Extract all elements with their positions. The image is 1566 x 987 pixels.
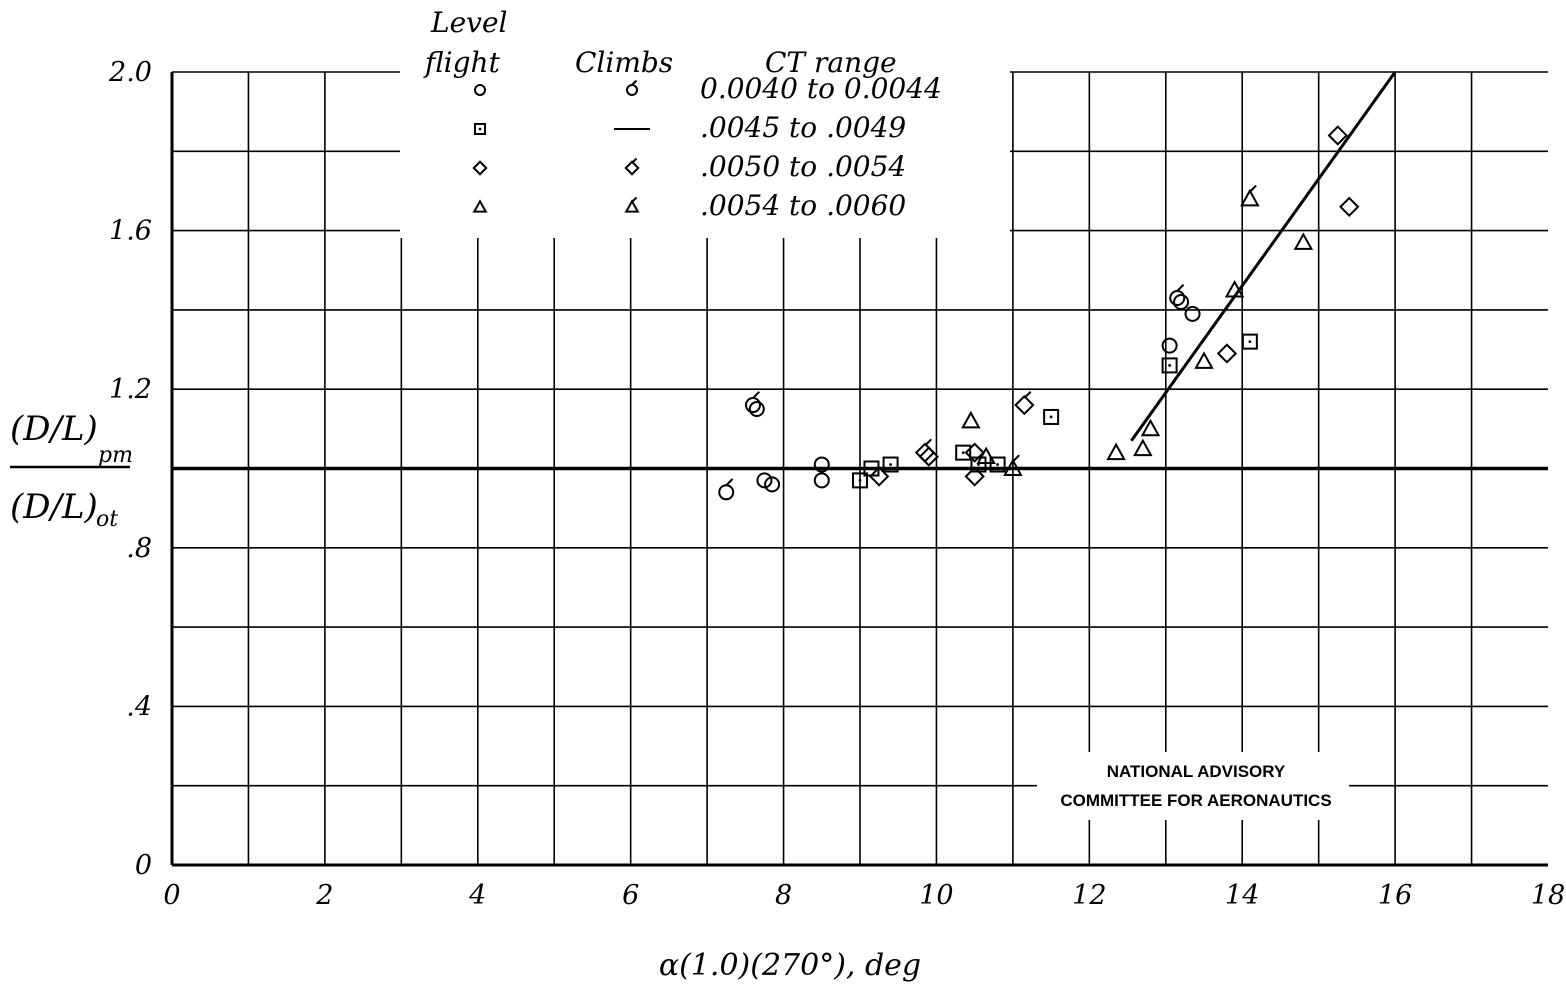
data-point — [918, 446, 939, 467]
legend-range-label: .0050 to .0054 — [700, 150, 906, 183]
x-tick-label: 14 — [1225, 880, 1259, 911]
nasa-annotation: NATIONAL ADVISORY COMMITTEE FOR AERONAUT… — [1037, 752, 1349, 820]
data-point — [964, 442, 985, 463]
legend-climb-symbol — [624, 157, 640, 176]
legend-climb-symbol — [624, 196, 640, 213]
legend-row: .0050 to .0054 — [472, 150, 906, 183]
data-point — [1339, 196, 1360, 217]
data-point — [882, 456, 899, 473]
data-point — [1327, 125, 1348, 146]
data-point — [1184, 305, 1201, 322]
data-point — [748, 401, 765, 418]
legend-climb-symbol — [626, 79, 638, 96]
data-point — [756, 472, 773, 489]
data-point — [813, 472, 830, 489]
legend-range-label: .0054 to .0060 — [700, 189, 906, 222]
legend-level-symbol — [474, 123, 486, 135]
x-tick-label: 12 — [1072, 880, 1106, 911]
data-point — [1043, 408, 1060, 425]
x-tick-label: 6 — [622, 880, 639, 911]
y-label-numerator: (D/L) — [10, 409, 98, 449]
data-point — [764, 476, 781, 493]
series-circle — [718, 283, 1201, 501]
data-point — [976, 446, 996, 465]
tick-labels: 0 2 4 6 8 10 12 14 16 18 0 .4 .8 1.2 1.6 2.0 — [108, 57, 1565, 911]
data-point — [1173, 293, 1190, 310]
y-axis-label: (D/L) pm (D/L) ot — [10, 409, 133, 532]
x-tick-label: 18 — [1531, 880, 1565, 911]
y-label-denominator-subscript: ot — [96, 507, 118, 532]
x-tick-label: 16 — [1378, 880, 1412, 911]
legend: Level Climbs CT range 0.0040 to 0.0044 .0… — [400, 6, 1010, 238]
data-point — [744, 391, 761, 414]
annotation-line-2: COMMITTEE FOR AERONAUTICS — [1060, 791, 1331, 810]
legend-level-symbol — [472, 160, 488, 176]
x-tick-label: 10 — [919, 880, 953, 911]
x-tick-label: 0 — [163, 880, 180, 911]
data-point — [989, 456, 1006, 473]
legend-header-level-line2: flight — [423, 46, 501, 79]
data-point — [1014, 391, 1035, 416]
data-point — [868, 466, 890, 487]
data-point — [1003, 454, 1023, 476]
data-point — [852, 472, 868, 489]
data-point — [1194, 351, 1214, 369]
data-point — [1293, 232, 1314, 250]
data-point — [1240, 184, 1260, 207]
legend-range-label: 0.0040 to 0.0044 — [700, 72, 942, 105]
data-point — [1241, 333, 1258, 350]
legend-row: 0.0040 to 0.0044 — [474, 72, 942, 105]
data-point — [1216, 343, 1238, 364]
x-tick-label: 4 — [468, 880, 486, 911]
data-point — [1161, 357, 1178, 374]
legend-row: .0045 to .0049 — [474, 111, 906, 144]
data-point — [813, 456, 830, 473]
annotation-background — [1037, 752, 1349, 820]
x-tick-label: 8 — [775, 880, 792, 911]
data-point — [1140, 418, 1161, 437]
legend-background — [400, 20, 1010, 238]
data-point — [1161, 337, 1178, 354]
y-tick-label: 0 — [135, 850, 152, 881]
y-label-numerator-subscript: pm — [98, 443, 133, 468]
legend-header-climbs: Climbs — [575, 46, 673, 79]
data-point — [964, 466, 985, 487]
y-tick-label: .4 — [126, 691, 152, 722]
data-point — [1169, 283, 1186, 307]
legend-rows: 0.0040 to 0.0044 .0045 to .0049 .0050 to .… — [472, 72, 942, 222]
data-point — [1106, 442, 1126, 461]
data-point — [955, 444, 972, 461]
legend-row: .0054 to .0060 — [472, 189, 906, 222]
series-diamond — [868, 125, 1360, 487]
legend-range-label: .0045 to .0049 — [700, 111, 906, 144]
series-square — [852, 333, 1258, 489]
y-tick-label: 1.2 — [109, 374, 152, 405]
data-point — [1133, 438, 1153, 457]
legend-header-ct-range: CT range — [765, 46, 897, 79]
y-tick-label: 2.0 — [108, 57, 152, 88]
legend-header-level: Level — [430, 6, 508, 39]
fit-line — [1130, 71, 1397, 442]
x-tick-label: 2 — [315, 880, 333, 911]
data-point — [961, 410, 981, 429]
x-axis-label: α(1.0)(270°), deg — [659, 948, 921, 983]
y-tick-label: 1.6 — [109, 216, 152, 247]
y-tick-label: .8 — [126, 533, 152, 564]
legend-level-symbol — [474, 84, 486, 96]
y-label-denominator: (D/L) — [10, 487, 98, 527]
legend-level-symbol — [472, 199, 488, 213]
axes — [170, 72, 1548, 867]
annotation-line-1: NATIONAL ADVISORY — [1107, 762, 1286, 781]
data-series — [718, 71, 1397, 501]
data-point — [718, 478, 735, 501]
